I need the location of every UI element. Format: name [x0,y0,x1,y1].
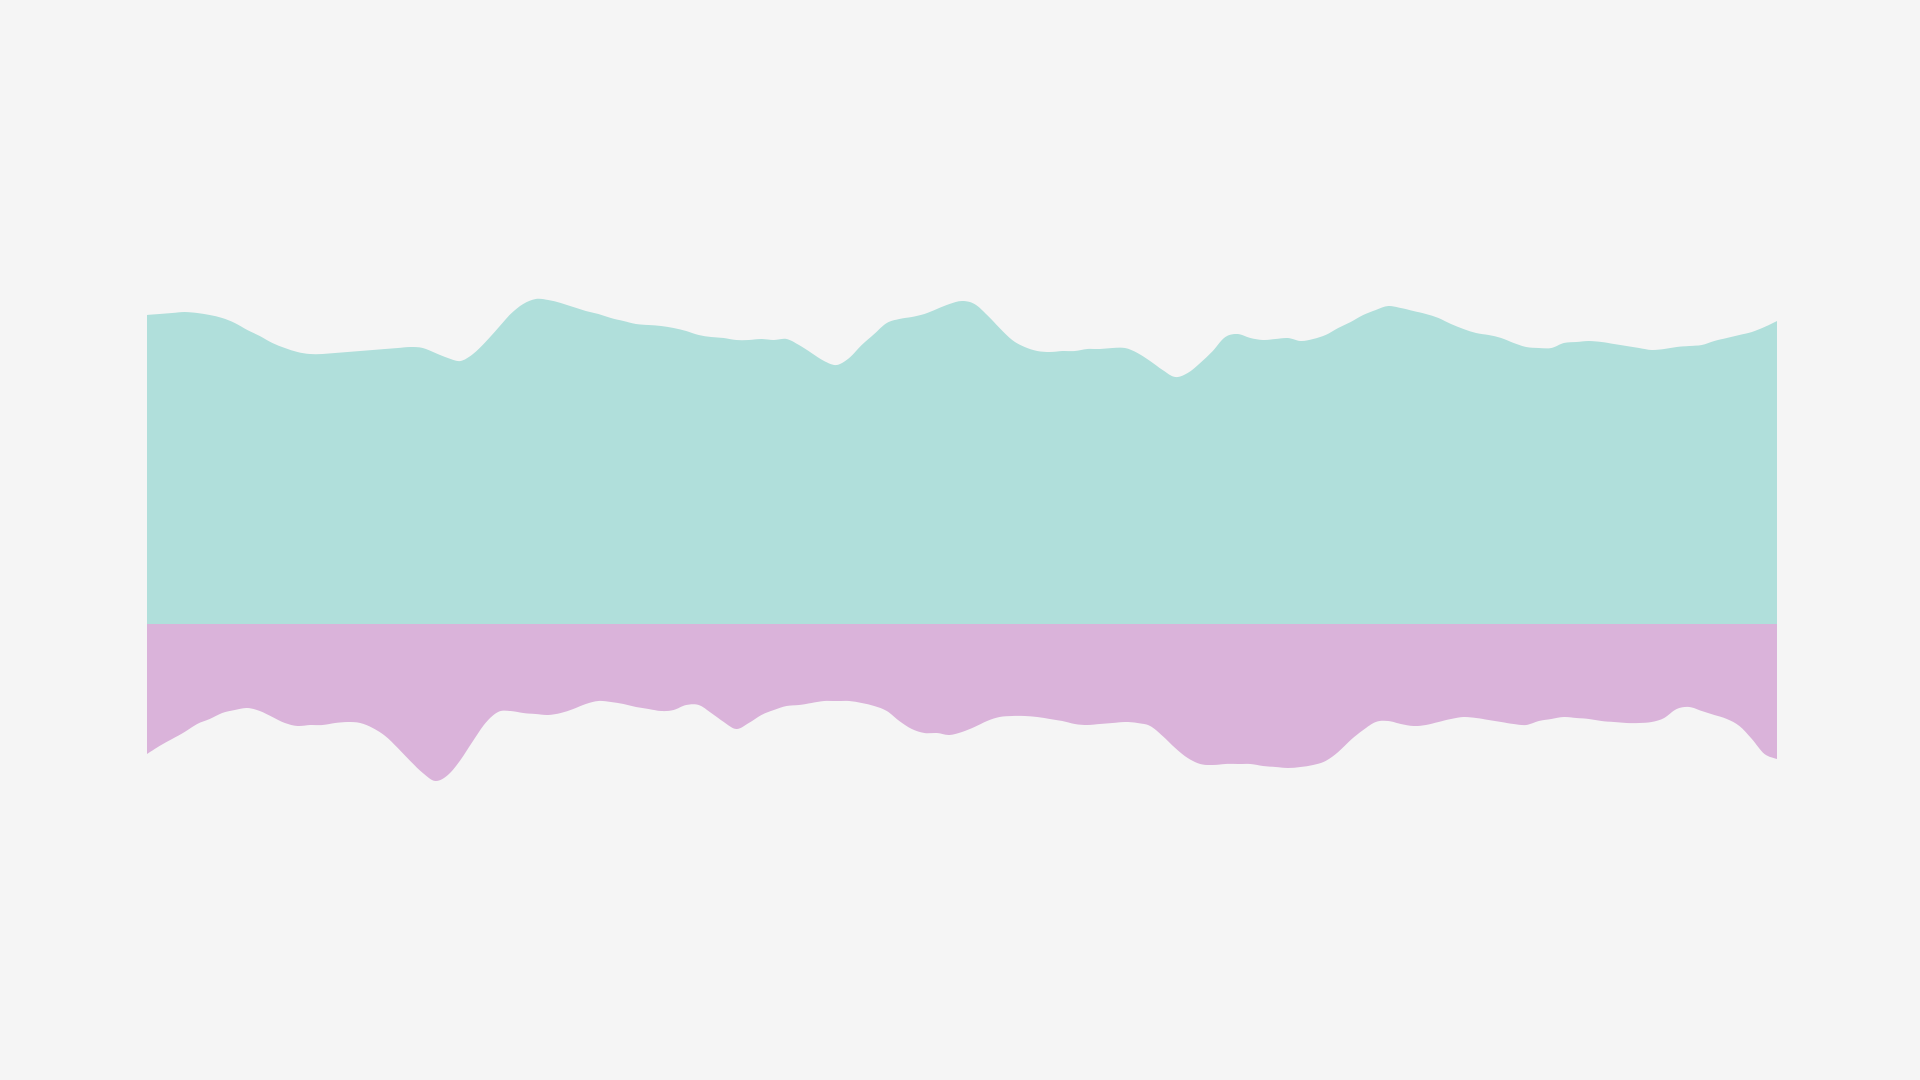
series-area-1 [147,298,1777,624]
series-areas [147,298,1777,782]
series-area-2 [147,624,1777,782]
